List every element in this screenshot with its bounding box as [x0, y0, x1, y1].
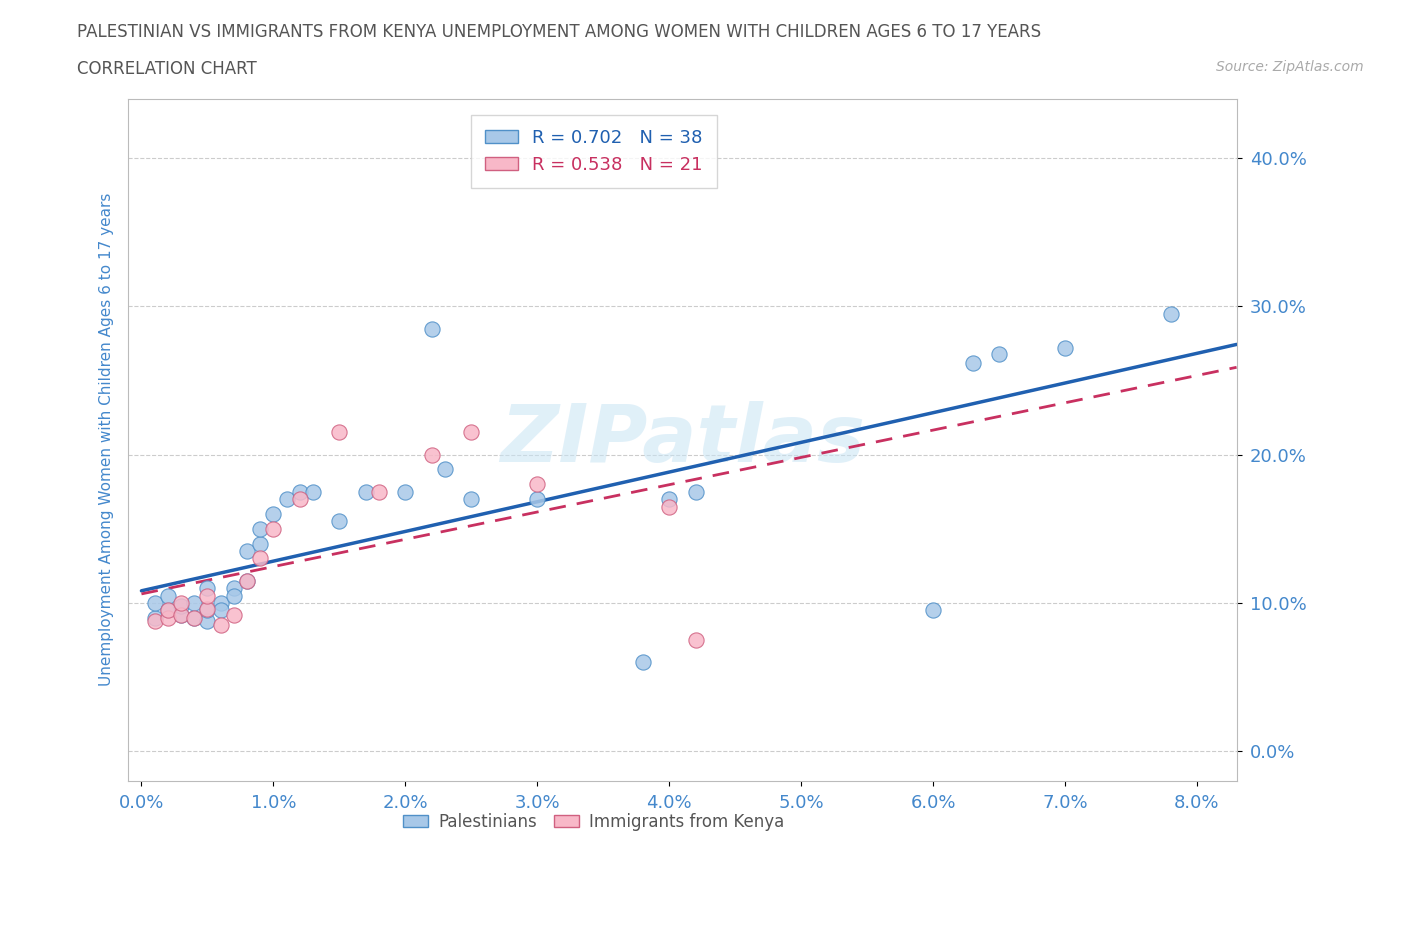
- Point: [197, 580, 219, 595]
- Point: [249, 522, 271, 537]
- Point: [658, 492, 681, 507]
- Text: PALESTINIAN VS IMMIGRANTS FROM KENYA UNEMPLOYMENT AMONG WOMEN WITH CHILDREN AGES: PALESTINIAN VS IMMIGRANTS FROM KENYA UNE…: [77, 23, 1042, 41]
- Point: [183, 595, 205, 610]
- Y-axis label: Unemployment Among Women with Children Ages 6 to 17 years: Unemployment Among Women with Children A…: [100, 193, 114, 686]
- Point: [922, 603, 945, 618]
- Point: [262, 522, 284, 537]
- Point: [288, 492, 311, 507]
- Text: CORRELATION CHART: CORRELATION CHART: [77, 60, 257, 78]
- Point: [526, 492, 548, 507]
- Point: [433, 462, 456, 477]
- Point: [658, 499, 681, 514]
- Point: [685, 632, 707, 647]
- Point: [209, 618, 232, 632]
- Text: Source: ZipAtlas.com: Source: ZipAtlas.com: [1216, 60, 1364, 74]
- Point: [288, 485, 311, 499]
- Point: [988, 346, 1011, 361]
- Point: [420, 321, 443, 336]
- Point: [276, 492, 298, 507]
- Point: [183, 610, 205, 625]
- Point: [183, 610, 205, 625]
- Point: [197, 603, 219, 618]
- Legend: Palestinians, Immigrants from Kenya: Palestinians, Immigrants from Kenya: [396, 806, 790, 837]
- Point: [420, 447, 443, 462]
- Point: [222, 607, 245, 622]
- Point: [460, 492, 482, 507]
- Point: [368, 485, 391, 499]
- Point: [1053, 340, 1076, 355]
- Point: [170, 607, 193, 622]
- Point: [526, 477, 548, 492]
- Point: [685, 485, 707, 499]
- Point: [236, 544, 259, 559]
- Text: ZIPatlas: ZIPatlas: [501, 401, 865, 479]
- Point: [156, 610, 179, 625]
- Point: [143, 595, 166, 610]
- Point: [170, 599, 193, 614]
- Point: [1160, 306, 1182, 321]
- Point: [631, 655, 654, 670]
- Point: [170, 595, 193, 610]
- Point: [197, 588, 219, 603]
- Point: [328, 425, 350, 440]
- Point: [209, 603, 232, 618]
- Point: [197, 602, 219, 617]
- Point: [156, 588, 179, 603]
- Point: [222, 580, 245, 595]
- Point: [143, 610, 166, 625]
- Point: [236, 573, 259, 588]
- Point: [962, 355, 984, 370]
- Point: [143, 613, 166, 628]
- Point: [209, 595, 232, 610]
- Point: [302, 485, 325, 499]
- Point: [197, 613, 219, 628]
- Point: [354, 485, 377, 499]
- Point: [328, 514, 350, 529]
- Point: [222, 588, 245, 603]
- Point: [249, 551, 271, 565]
- Point: [156, 603, 179, 618]
- Point: [156, 603, 179, 618]
- Point: [460, 425, 482, 440]
- Point: [249, 537, 271, 551]
- Point: [394, 485, 416, 499]
- Point: [170, 607, 193, 622]
- Point: [262, 507, 284, 522]
- Point: [236, 573, 259, 588]
